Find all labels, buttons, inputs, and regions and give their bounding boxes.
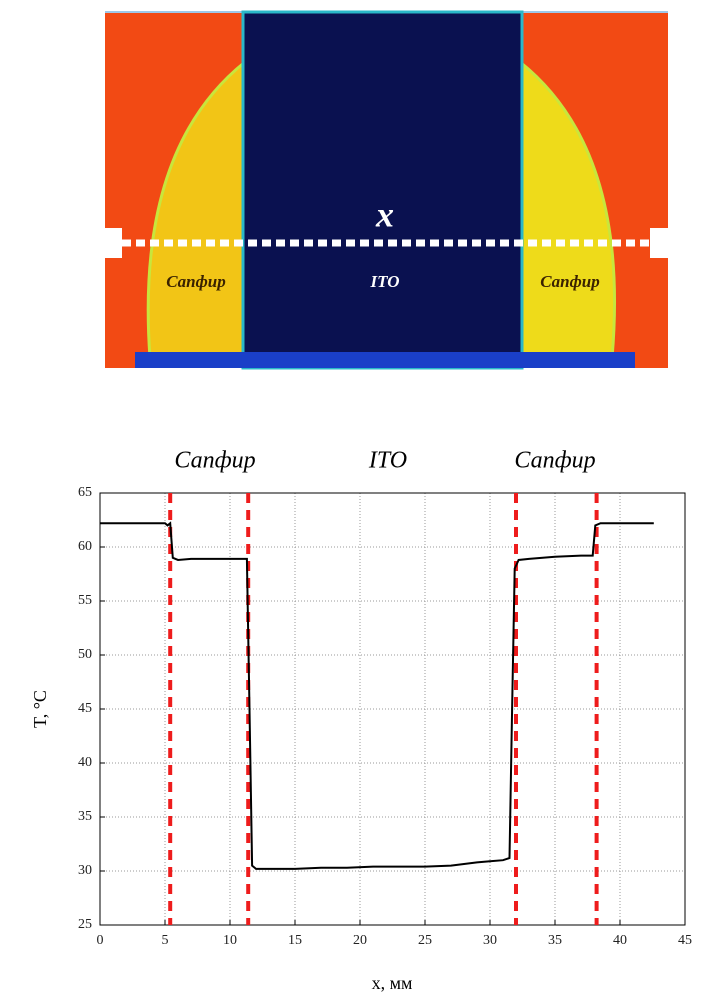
annotation: Сапфир <box>514 448 595 474</box>
x-tick-label: 0 <box>97 933 104 948</box>
figure: x Сапфир ITO Сапфир Сапфир ITO Сапфир x,… <box>0 0 701 1001</box>
bottom-strip <box>135 352 635 368</box>
notch <box>650 228 668 258</box>
y-axis-label: T, °C <box>30 690 50 728</box>
y-tick-label: 50 <box>78 647 92 662</box>
x-tick-label: 25 <box>418 933 432 948</box>
x-tick-label: 45 <box>678 933 692 948</box>
notch <box>105 228 122 258</box>
ito <box>243 12 522 368</box>
annotation: Сапфир <box>174 448 255 474</box>
x-tick-label: 5 <box>162 933 169 948</box>
x-tick-label: 35 <box>548 933 562 948</box>
x-tick-label: 40 <box>613 933 627 948</box>
y-tick-label: 35 <box>78 809 92 824</box>
y-tick-label: 30 <box>78 863 92 878</box>
x-axis-label: x, мм <box>372 973 413 993</box>
y-tick-label: 55 <box>78 593 92 608</box>
image-axis-label: x <box>375 194 394 234</box>
x-tick-label: 20 <box>353 933 367 948</box>
x-tick-label: 15 <box>288 933 302 948</box>
thermal-image: x Сапфир ITO Сапфир <box>105 12 668 368</box>
y-tick-label: 25 <box>78 917 92 932</box>
y-tick-label: 65 <box>78 485 92 500</box>
image-label: Сапфир <box>166 272 226 291</box>
y-tick-label: 40 <box>78 755 92 770</box>
x-tick-label: 10 <box>223 933 237 948</box>
image-label: Сапфир <box>540 272 600 291</box>
image-label: ITO <box>370 272 400 291</box>
x-tick-label: 30 <box>483 933 497 948</box>
y-tick-label: 60 <box>78 539 92 554</box>
annotation: ITO <box>368 448 407 474</box>
y-tick-label: 45 <box>78 701 92 716</box>
